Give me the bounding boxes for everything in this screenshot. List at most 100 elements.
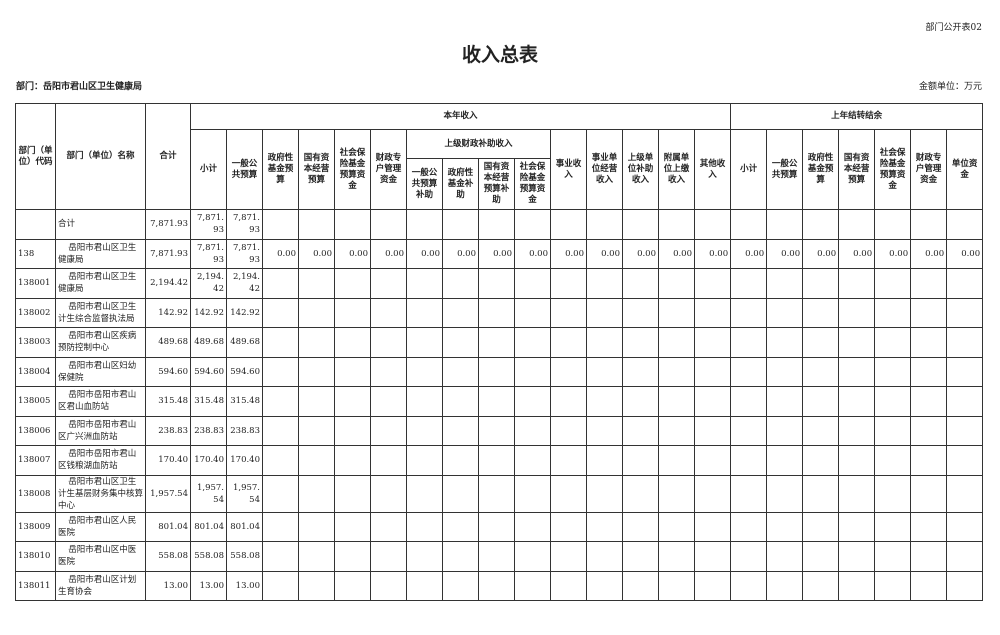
row-value: [550, 511, 587, 542]
row-value: [334, 268, 371, 299]
row-total: 238.83: [145, 415, 191, 446]
row-value: [334, 445, 371, 476]
row-value: [370, 297, 407, 328]
row-value: [442, 209, 479, 240]
row-value: [478, 445, 515, 476]
row-name: 岳阳市君山区卫生健康局: [55, 238, 146, 269]
row-value: [442, 268, 479, 299]
row-value: [334, 541, 371, 572]
row-value: [946, 386, 984, 417]
row-value: [442, 445, 479, 476]
row-value: [730, 511, 768, 542]
row-value: [550, 570, 587, 601]
row-value: [478, 570, 515, 601]
row-value: [514, 268, 551, 299]
row-value: [514, 386, 551, 417]
row-value: [298, 356, 335, 387]
row-value: 142.92: [226, 297, 263, 328]
row-value: [910, 209, 948, 240]
row-value: [262, 356, 299, 387]
row-value: 0.00: [838, 238, 876, 269]
table-row: 138004 岳阳市君山区妇幼保健院 594.60 594.60 594.60: [15, 356, 984, 387]
row-value: [766, 541, 804, 572]
row-value: [802, 541, 840, 572]
row-value: 0.00: [910, 238, 948, 269]
row-value: [262, 541, 299, 572]
row-value: 7,871.93: [226, 209, 263, 240]
row-value: [442, 415, 479, 446]
header-last-col: 政府性基金预算: [802, 129, 840, 210]
row-value: [622, 268, 659, 299]
row-value: [622, 297, 659, 328]
header-last-col: 单位资金: [946, 129, 984, 210]
row-name: 合计: [55, 209, 146, 240]
row-value: 594.60: [226, 356, 263, 387]
row-value: [586, 209, 623, 240]
row-value: [622, 415, 659, 446]
row-value: 2,194.42: [226, 268, 263, 299]
row-value: [658, 445, 695, 476]
row-value: [693, 445, 732, 476]
row-total: 594.60: [145, 356, 191, 387]
row-value: [658, 209, 695, 240]
row-value: [334, 209, 371, 240]
row-value: 238.83: [190, 415, 227, 446]
row-value: [693, 209, 732, 240]
row-value: [658, 474, 695, 513]
row-value: [802, 474, 840, 513]
row-value: [550, 297, 587, 328]
row-value: [730, 386, 768, 417]
row-value: [442, 297, 479, 328]
header-last-col: 一般公共预算: [766, 129, 804, 210]
row-code: [15, 209, 56, 240]
row-value: 0.00: [622, 238, 659, 269]
header-code: 部门（单位）代码: [15, 103, 56, 210]
row-value: [622, 356, 659, 387]
row-value: [658, 356, 695, 387]
row-value: 558.08: [226, 541, 263, 572]
row-value: [910, 511, 948, 542]
row-value: [622, 386, 659, 417]
row-code: 138007: [15, 445, 56, 476]
row-code: 138: [15, 238, 56, 269]
row-value: [370, 327, 407, 358]
row-value: 0.00: [442, 238, 479, 269]
header-current-col: 上级单位补助收入: [622, 129, 659, 210]
row-value: [442, 327, 479, 358]
row-value: [658, 541, 695, 572]
row-value: [802, 570, 840, 601]
table-row: 138006 岳阳市岳阳市君山区广兴洲血防站 238.83 238.83 238.83: [15, 415, 984, 446]
row-value: [946, 356, 984, 387]
row-value: [658, 415, 695, 446]
row-value: [370, 386, 407, 417]
row-value: 0.00: [658, 238, 695, 269]
row-value: [514, 474, 551, 513]
row-value: [262, 511, 299, 542]
row-value: [910, 386, 948, 417]
row-value: [334, 356, 371, 387]
row-value: 7,871.93: [190, 238, 227, 269]
row-value: [586, 445, 623, 476]
row-value: [838, 268, 876, 299]
row-value: 170.40: [226, 445, 263, 476]
row-value: [334, 297, 371, 328]
row-value: [298, 268, 335, 299]
row-value: 0.00: [693, 238, 732, 269]
row-value: [370, 268, 407, 299]
row-value: [370, 474, 407, 513]
row-value: [693, 268, 732, 299]
row-total: 7,871.93: [145, 238, 191, 269]
row-value: [586, 474, 623, 513]
row-value: [766, 297, 804, 328]
row-value: [262, 297, 299, 328]
row-value: [910, 570, 948, 601]
row-value: [262, 570, 299, 601]
row-value: [298, 209, 335, 240]
row-value: [910, 297, 948, 328]
row-value: [334, 415, 371, 446]
header-last-col: 社会保险基金预算资金: [874, 129, 912, 210]
row-value: [406, 297, 443, 328]
row-value: [802, 415, 840, 446]
row-value: [442, 570, 479, 601]
row-value: [406, 474, 443, 513]
